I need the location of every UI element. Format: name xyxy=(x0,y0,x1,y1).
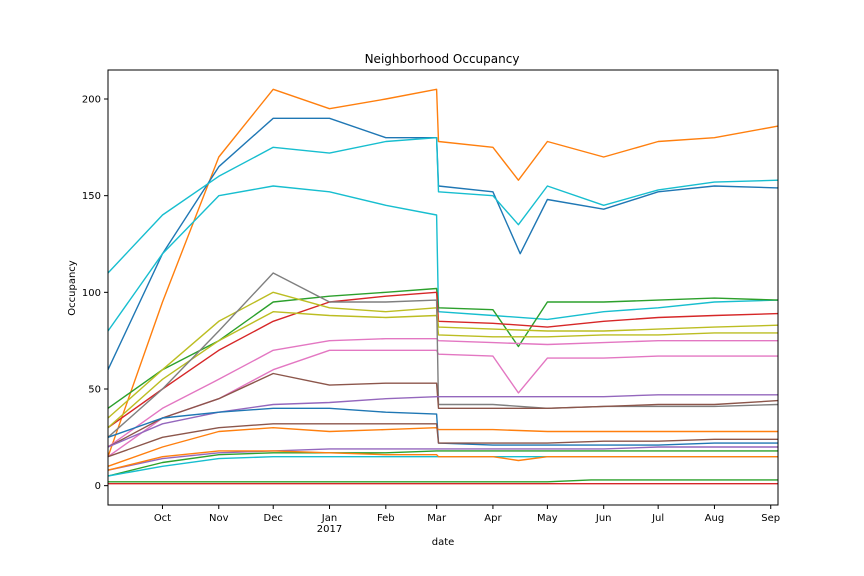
plot-lines xyxy=(107,88,779,485)
x-tick-label: Jul xyxy=(651,513,664,524)
series-line-18 xyxy=(107,450,778,477)
chart-title: Neighborhood Occupancy xyxy=(365,52,520,66)
x-tick-label: Aug xyxy=(705,513,725,524)
x-tick-label: Dec xyxy=(264,513,283,524)
series-line-5 xyxy=(107,287,779,409)
series-line-20 xyxy=(107,450,778,471)
y-tick-label: 200 xyxy=(82,95,101,106)
y-tick-label: 0 xyxy=(95,481,101,492)
x-tick-label: Nov xyxy=(209,513,229,524)
series-line-3 xyxy=(107,136,779,274)
series-line-4 xyxy=(107,185,779,332)
y-tick-label: 150 xyxy=(82,191,101,202)
x-tick-label: Sep xyxy=(761,513,780,524)
series-line-1 xyxy=(107,88,779,457)
axes-frame xyxy=(107,69,779,506)
series-line-22 xyxy=(108,479,778,483)
x-tick-label: Oct xyxy=(154,513,171,524)
x-tick-label: Feb xyxy=(377,513,395,524)
x-tick-sublabel: 2017 xyxy=(317,524,342,535)
x-tick-label: May xyxy=(537,513,558,524)
y-tick-label: 50 xyxy=(88,385,101,396)
x-tick-label: Apr xyxy=(484,513,502,524)
series-line-6 xyxy=(107,291,779,429)
series-line-11 xyxy=(107,272,779,438)
series-line-16 xyxy=(107,423,778,458)
series-line-17 xyxy=(107,446,778,471)
series-line-12 xyxy=(107,372,779,448)
series-line-10 xyxy=(107,349,778,458)
y-axis-ticks: 0 50 100 150 200 xyxy=(82,95,108,492)
x-axis-label: date xyxy=(432,537,455,548)
x-tick-label: Mar xyxy=(427,513,447,524)
y-tick-label: 100 xyxy=(82,288,101,299)
y-axis-label: Occupancy xyxy=(67,260,78,316)
x-tick-label: Jun xyxy=(595,513,612,524)
x-tick-label: Jan xyxy=(321,513,337,524)
